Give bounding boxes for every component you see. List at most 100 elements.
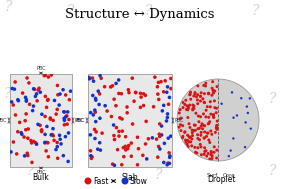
Circle shape [65, 114, 69, 118]
Circle shape [165, 119, 168, 123]
Text: PBC: PBC [74, 118, 84, 123]
Circle shape [178, 126, 181, 129]
Bar [88, 74, 172, 167]
Circle shape [209, 105, 212, 108]
Circle shape [58, 137, 62, 141]
Circle shape [207, 92, 210, 95]
Circle shape [160, 109, 164, 113]
Circle shape [99, 148, 102, 152]
Circle shape [213, 145, 216, 148]
Circle shape [205, 135, 208, 138]
Circle shape [94, 120, 98, 123]
Circle shape [168, 162, 171, 165]
Circle shape [204, 82, 207, 85]
Circle shape [46, 141, 50, 145]
Circle shape [43, 141, 47, 145]
Circle shape [201, 122, 203, 125]
Circle shape [64, 115, 67, 119]
Circle shape [120, 92, 123, 96]
Circle shape [67, 131, 70, 135]
Circle shape [190, 144, 193, 147]
Circle shape [203, 101, 205, 104]
Text: Structure ↔ Dynamics: Structure ↔ Dynamics [65, 8, 215, 21]
Circle shape [193, 92, 196, 95]
Circle shape [195, 152, 198, 155]
Circle shape [166, 161, 170, 165]
Circle shape [49, 117, 52, 121]
Circle shape [36, 88, 40, 92]
Text: Core: Core [223, 173, 235, 178]
Circle shape [65, 122, 69, 126]
Circle shape [166, 85, 169, 89]
Circle shape [113, 163, 116, 167]
Circle shape [69, 89, 72, 93]
Circle shape [44, 149, 48, 153]
Circle shape [14, 113, 17, 117]
Circle shape [112, 123, 115, 127]
Circle shape [215, 125, 218, 128]
Circle shape [62, 110, 65, 114]
Circle shape [169, 87, 173, 91]
Circle shape [200, 91, 203, 94]
Circle shape [199, 95, 202, 98]
Circle shape [157, 132, 161, 136]
Circle shape [34, 141, 37, 145]
Circle shape [49, 116, 52, 120]
Circle shape [98, 141, 101, 145]
Circle shape [202, 84, 205, 87]
Circle shape [207, 92, 210, 95]
Circle shape [205, 109, 208, 112]
Circle shape [10, 87, 14, 90]
Circle shape [191, 134, 194, 137]
Circle shape [189, 140, 192, 143]
Circle shape [159, 80, 163, 84]
Circle shape [210, 94, 213, 97]
Circle shape [36, 122, 40, 126]
Circle shape [203, 153, 206, 156]
Circle shape [92, 113, 95, 117]
Circle shape [100, 131, 104, 135]
Circle shape [160, 133, 164, 137]
Circle shape [244, 121, 247, 124]
Circle shape [126, 147, 130, 150]
Circle shape [182, 106, 185, 109]
Circle shape [66, 160, 70, 163]
Circle shape [201, 97, 204, 100]
Circle shape [29, 139, 33, 142]
Circle shape [13, 80, 17, 84]
Circle shape [180, 129, 182, 132]
Circle shape [203, 136, 206, 139]
Text: ?: ? [3, 87, 11, 101]
Circle shape [40, 129, 43, 132]
Circle shape [157, 81, 160, 84]
Circle shape [152, 105, 155, 108]
Circle shape [24, 98, 28, 101]
Circle shape [246, 105, 248, 108]
Circle shape [198, 120, 200, 123]
Circle shape [142, 104, 145, 107]
Circle shape [156, 92, 160, 96]
Circle shape [203, 130, 206, 133]
Circle shape [240, 97, 243, 99]
Circle shape [200, 145, 202, 148]
Circle shape [25, 76, 29, 80]
Circle shape [194, 129, 197, 132]
Circle shape [194, 91, 196, 94]
Circle shape [35, 99, 39, 103]
Circle shape [209, 113, 212, 116]
Circle shape [27, 81, 31, 85]
Circle shape [64, 93, 67, 97]
Circle shape [192, 107, 196, 110]
Circle shape [85, 177, 92, 184]
Circle shape [205, 149, 207, 152]
Circle shape [196, 84, 199, 87]
Circle shape [51, 133, 54, 136]
Circle shape [215, 156, 218, 160]
Circle shape [144, 142, 147, 146]
Circle shape [117, 92, 121, 95]
Circle shape [209, 153, 212, 156]
Circle shape [208, 141, 211, 144]
Circle shape [46, 98, 49, 102]
Circle shape [169, 77, 173, 80]
Circle shape [157, 98, 160, 101]
